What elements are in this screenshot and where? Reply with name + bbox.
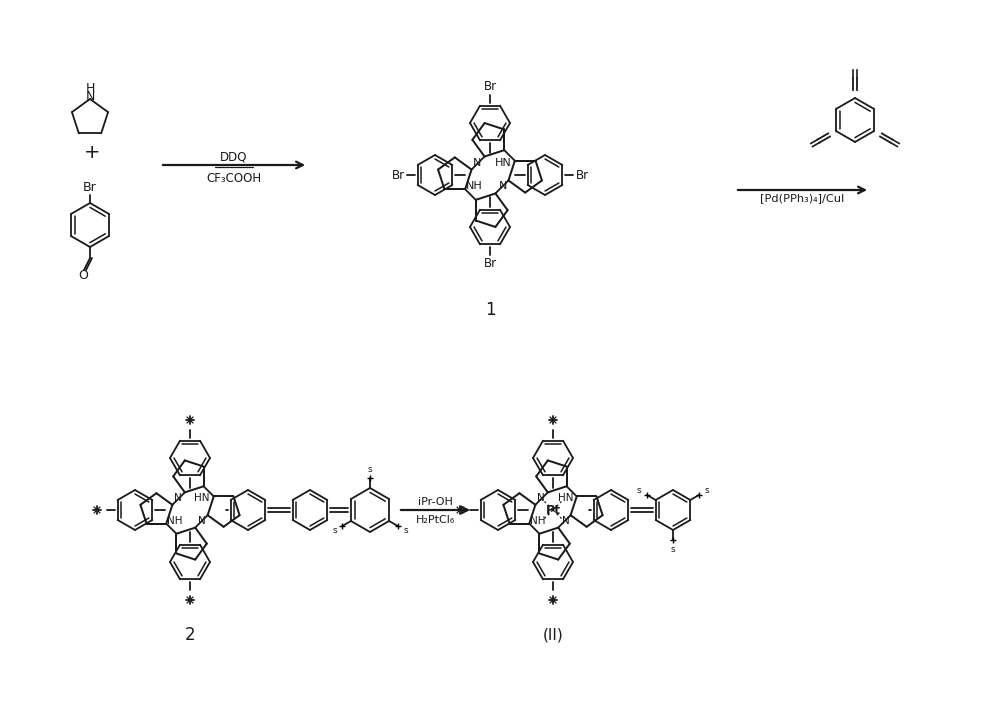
Text: iPr-OH: iPr-OH bbox=[418, 497, 453, 507]
Text: [Pd(PPh₃)₄]/CuI: [Pd(PPh₃)₄]/CuI bbox=[760, 193, 844, 203]
Text: (II): (II) bbox=[543, 628, 563, 642]
Text: N: N bbox=[85, 89, 95, 102]
Text: N: N bbox=[562, 516, 570, 526]
Text: N: N bbox=[537, 493, 545, 503]
Text: DDQ: DDQ bbox=[220, 150, 248, 163]
Text: N: N bbox=[198, 516, 206, 526]
Text: Pt: Pt bbox=[546, 503, 560, 516]
Text: NH: NH bbox=[530, 516, 546, 526]
Text: 2: 2 bbox=[185, 626, 195, 644]
Text: HN: HN bbox=[495, 158, 511, 168]
Text: H₂PtCl₆: H₂PtCl₆ bbox=[416, 515, 455, 525]
Text: N: N bbox=[499, 181, 507, 191]
Text: NH: NH bbox=[466, 181, 482, 191]
Text: O: O bbox=[78, 269, 88, 282]
Text: Br: Br bbox=[575, 168, 589, 181]
Text: s: s bbox=[671, 544, 675, 554]
Text: s: s bbox=[332, 526, 337, 535]
Text: HN: HN bbox=[194, 493, 210, 503]
Text: Br: Br bbox=[483, 79, 497, 92]
Text: s: s bbox=[637, 486, 642, 495]
Text: N: N bbox=[174, 493, 182, 503]
Text: NH: NH bbox=[167, 516, 183, 526]
Text: HN: HN bbox=[558, 493, 574, 503]
Text: s: s bbox=[368, 464, 372, 474]
Text: N: N bbox=[473, 158, 481, 168]
Text: H: H bbox=[85, 81, 95, 94]
Text: Br: Br bbox=[391, 168, 405, 181]
Text: s: s bbox=[704, 486, 709, 495]
Text: s: s bbox=[403, 526, 408, 535]
Text: CF₃COOH: CF₃COOH bbox=[206, 171, 262, 184]
Text: Br: Br bbox=[483, 256, 497, 269]
Text: Br: Br bbox=[83, 181, 97, 194]
Text: +: + bbox=[84, 143, 100, 161]
Text: 1: 1 bbox=[485, 301, 495, 319]
